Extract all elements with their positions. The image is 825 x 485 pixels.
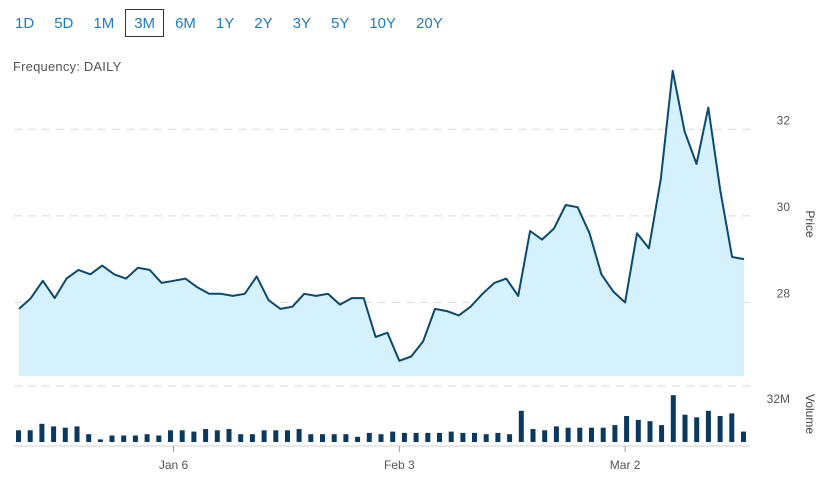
volume-bar — [682, 414, 688, 442]
volume-bar — [144, 434, 150, 442]
volume-bar — [86, 434, 92, 442]
volume-bar — [156, 435, 162, 442]
volume-bar — [507, 434, 513, 442]
volume-bar — [717, 416, 723, 442]
range-button-2y[interactable]: 2Y — [254, 15, 273, 32]
volume-bar — [705, 410, 711, 442]
range-button-3y[interactable]: 3Y — [292, 15, 311, 32]
volume-bar — [132, 435, 138, 442]
volume-bar — [425, 432, 431, 442]
range-button-5d[interactable]: 5D — [54, 15, 74, 32]
volume-bar — [226, 429, 232, 442]
frequency-label: Frequency: DAILY — [13, 59, 122, 74]
range-button-5y[interactable]: 5Y — [330, 15, 350, 32]
volume-bar — [437, 432, 442, 442]
volume-bar — [355, 436, 361, 442]
price-axis-title: Price — [803, 210, 817, 238]
volume-bar — [577, 427, 583, 442]
volume-bar — [694, 417, 700, 442]
volume-bar — [308, 434, 314, 442]
volume-bar — [168, 430, 173, 442]
volume-bar — [378, 434, 384, 442]
volume-bar — [589, 427, 594, 442]
range-button-6m[interactable]: 6M — [175, 15, 196, 32]
range-selector: 1D 5D 1M 3M 6M 1Y 2Y 3Y 5Y 10Y 20Y — [6, 8, 454, 38]
volume-bar — [553, 426, 559, 442]
range-button-3m[interactable]: 3M — [125, 9, 165, 37]
volume-bar — [238, 434, 244, 442]
price-tick-label: 32 — [777, 113, 791, 127]
volume-bar — [624, 416, 630, 442]
volume-bar — [203, 429, 209, 442]
range-button-1y[interactable]: 1Y — [215, 15, 235, 32]
volume-bar — [343, 434, 349, 442]
volume-bar — [670, 395, 676, 442]
volume-bar — [285, 430, 290, 442]
volume-bar — [179, 430, 185, 442]
volume-bar — [729, 413, 735, 442]
volume-bar — [565, 427, 571, 442]
volume-bar — [542, 430, 548, 442]
volume-bar — [401, 432, 407, 442]
volume-bar — [635, 419, 641, 442]
volume-bar — [97, 439, 103, 442]
volume-bar — [51, 426, 57, 442]
x-tick-label: Feb 3 — [384, 458, 415, 472]
volume-bar — [121, 435, 127, 442]
volume-bar — [261, 430, 267, 442]
volume-bar — [296, 429, 302, 442]
volume-bar — [448, 431, 454, 442]
price-line — [18, 69, 745, 362]
volume-bar — [74, 426, 80, 442]
volume-bar — [600, 427, 606, 442]
range-button-10y[interactable]: 10Y — [369, 15, 397, 32]
volume-bar — [39, 423, 45, 442]
volume-bar — [472, 432, 477, 442]
volume-bar — [16, 430, 21, 442]
range-button-1d[interactable]: 1D — [15, 15, 35, 32]
volume-bar — [366, 432, 372, 442]
volume-bar — [191, 431, 197, 442]
volume-bar — [273, 430, 279, 442]
range-button-1m[interactable]: 1M — [93, 15, 115, 32]
volume-bar — [460, 432, 466, 442]
volume-bar — [331, 434, 337, 442]
x-tick-label: Mar 2 — [610, 458, 641, 472]
volume-bar — [483, 434, 489, 442]
price-tick-label: 30 — [777, 200, 791, 214]
volume-bar — [647, 421, 653, 442]
volume-bar — [390, 431, 396, 442]
volume-bar — [518, 410, 524, 442]
volume-bar — [612, 425, 618, 442]
price-area — [19, 70, 744, 377]
x-tick-label: Jan 6 — [159, 458, 189, 472]
volume-bar — [62, 427, 68, 442]
range-button-20y[interactable]: 20Y — [416, 15, 443, 32]
volume-bar — [495, 432, 501, 442]
price-tick-label: 28 — [777, 286, 791, 300]
volume-bar — [214, 430, 220, 442]
volume-bar — [109, 435, 115, 442]
volume-bar — [659, 425, 665, 442]
volume-bar — [413, 432, 419, 442]
volume-bar — [320, 434, 325, 442]
volume-bar — [741, 431, 746, 442]
volume-tick-label: 32M — [767, 392, 790, 406]
volume-bar — [27, 430, 33, 442]
volume-bar — [530, 429, 536, 442]
volume-bar — [249, 434, 255, 442]
volume-axis-title: Volume — [803, 394, 817, 434]
